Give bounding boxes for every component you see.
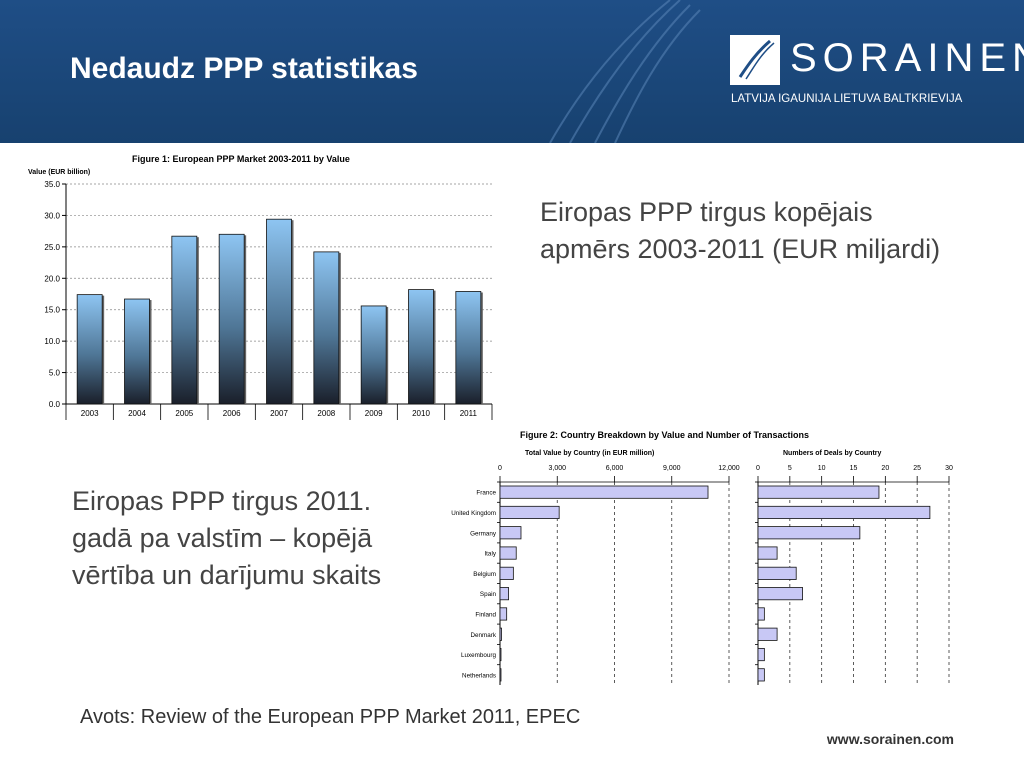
- fig2a-bar: [499, 668, 502, 682]
- fig1-ytick-label: 35.0: [44, 180, 60, 189]
- fig2b-bar: [757, 485, 880, 499]
- website-footer: www.sorainen.com: [826, 731, 954, 747]
- figure2-country-breakdown: Figure 2: Country Breakdown by Value and…: [451, 430, 953, 685]
- fig2-category-label: Italy: [484, 551, 496, 558]
- fig2-category-label: United Kingdom: [451, 510, 496, 517]
- fig1-xtick-label: 2008: [317, 409, 335, 418]
- fig1-bar: [124, 298, 150, 405]
- fig1-ytick-label: 30.0: [44, 211, 60, 220]
- fig2a-xtick-label: 6,000: [606, 465, 624, 472]
- fig2a-xtick-label: 3,000: [548, 465, 566, 472]
- fig1-bar: [455, 291, 482, 405]
- fig1-ytick-label: 5.0: [49, 369, 61, 378]
- fig2a-bar: [499, 526, 522, 540]
- fig1-xtick-label: 2005: [175, 409, 193, 418]
- fig2-category-label: Denmark: [470, 632, 496, 639]
- fig1-bar: [171, 235, 198, 405]
- fig2-category-label: Luxembourg: [461, 652, 497, 659]
- fig1-xtick-label: 2011: [460, 409, 478, 418]
- fig2b-xtick-label: 15: [850, 465, 858, 472]
- fig2-category-label: Belgium: [473, 571, 496, 578]
- fig1-title: Figure 1: European PPP Market 2003-2011 …: [132, 154, 350, 164]
- fig2-title: Figure 2: Country Breakdown by Value and…: [520, 430, 809, 440]
- sorainen-logo-mark: [730, 35, 780, 85]
- fig2b-bar: [757, 505, 931, 520]
- fig1-ylabel: Value (EUR billion): [28, 169, 90, 176]
- fig1-ytick-label: 20.0: [44, 274, 60, 283]
- fig1-xtick-label: 2006: [223, 409, 241, 418]
- fig2b-title: Numbers of Deals by Country: [783, 450, 882, 457]
- fig1-bar: [266, 218, 292, 405]
- fig2-category-label: Germany: [470, 530, 497, 537]
- fig2b-xtick-label: 20: [881, 465, 889, 472]
- fig2-category-label: France: [476, 490, 496, 497]
- caption-total-market: Eiropas PPP tirgus kopējais apmērs 2003-…: [540, 197, 941, 264]
- fig2-category-label: Netherlands: [462, 672, 496, 679]
- fig1-xtick-label: 2009: [365, 409, 383, 418]
- fig2a-bar: [499, 647, 502, 662]
- slide-header: Nedaudz PPP statistikas SORAINEN LATVIJA…: [0, 0, 1024, 143]
- slide-title: Nedaudz PPP statistikas: [70, 52, 418, 85]
- fig2b-bar: [757, 526, 861, 540]
- fig1-ytick-label: 10.0: [44, 337, 60, 346]
- header-decoration: [549, 0, 701, 143]
- fig2a-xtick-label: 12,000: [718, 465, 740, 472]
- fig2b-xtick-label: 5: [788, 465, 792, 472]
- fig2a-bar: [499, 607, 508, 621]
- fig1-bar: [218, 233, 245, 405]
- fig2-category-label: Spain: [480, 591, 497, 598]
- caption-country-breakdown: Eiropas PPP tirgus 2011. gadā pa valstīm…: [72, 486, 382, 590]
- fig2a-bar: [499, 627, 502, 641]
- fig2b-xtick-label: 25: [913, 465, 921, 472]
- fig1-xtick-label: 2007: [270, 409, 288, 418]
- fig2a-bar: [499, 485, 709, 499]
- fig1-xtick-label: 2004: [128, 409, 146, 418]
- fig2a-bar: [499, 587, 509, 601]
- fig1-xtick-label: 2010: [412, 409, 430, 418]
- fig2b-bar: [757, 566, 797, 580]
- fig2b-bar: [757, 607, 765, 621]
- fig1-ytick-label: 25.0: [44, 243, 60, 252]
- brand-countries: LATVIJA IGAUNIJA LIETUVA BALTKRIEVIJA: [731, 93, 963, 105]
- fig2a-bar: [499, 566, 514, 580]
- fig2a-bar: [499, 505, 560, 520]
- fig1-bar: [360, 305, 387, 405]
- fig2-category-label: Finland: [475, 611, 496, 618]
- fig2b-xtick-label: 0: [756, 465, 760, 472]
- fig2a-bar: [499, 546, 517, 560]
- brand-name: SORAINEN: [790, 36, 1024, 80]
- source-note: Avots: Review of the European PPP Market…: [80, 706, 581, 728]
- fig2b-bar: [757, 627, 778, 641]
- fig1-bar: [76, 294, 103, 405]
- fig1-bar: [408, 289, 434, 405]
- fig1-xtick-label: 2003: [81, 409, 99, 418]
- fig1-ytick-label: 0.0: [49, 400, 61, 409]
- fig2a-xtick-label: 0: [498, 465, 502, 472]
- fig2b-bar: [757, 647, 765, 662]
- figure1-bar-chart: Figure 1: European PPP Market 2003-2011 …: [28, 154, 493, 420]
- fig2a-xtick-label: 9,000: [663, 465, 681, 472]
- fig2b-bar: [757, 668, 765, 682]
- fig2b-bar: [757, 587, 803, 601]
- fig1-ytick-label: 15.0: [44, 306, 60, 315]
- fig2b-xtick-label: 30: [945, 465, 953, 472]
- fig1-bar: [313, 251, 340, 405]
- fig2b-xtick-label: 10: [818, 465, 826, 472]
- fig2a-title: Total Value by Country (in EUR million): [525, 450, 654, 457]
- fig2b-bar: [757, 546, 778, 560]
